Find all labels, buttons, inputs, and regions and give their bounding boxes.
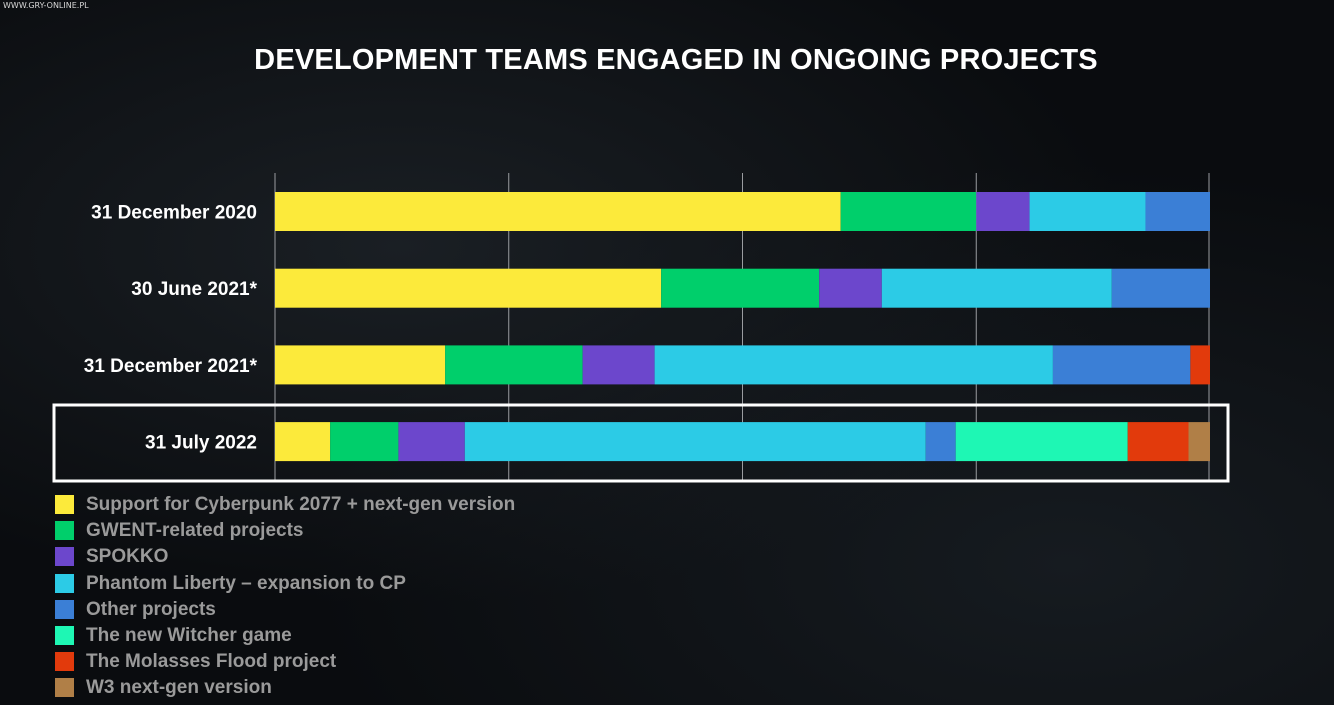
watermark: WWW.GRY-ONLINE.PL [3, 1, 89, 10]
category-label: 30 June 2021* [131, 279, 257, 300]
bar-segment-c3-s0 [275, 422, 331, 462]
legend-swatch [55, 625, 74, 645]
category-labels: 31 December 2020 30 June 2021* 31 December… [84, 203, 258, 454]
legend-label: The Molasses Flood project [86, 651, 337, 673]
bar-segment-c1-s2 [819, 268, 882, 308]
bar-segment-c3-s4 [925, 422, 956, 462]
bar-segment-c0-s3 [1029, 192, 1146, 231]
bar-segment-c3-s5 [955, 422, 1128, 462]
category-label: 31 December 2020 [91, 203, 257, 224]
bar-segment-c0-s4 [1145, 192, 1210, 231]
chart-title: DEVELOPMENT TEAMS ENGAGED IN ONGOING PRO… [254, 44, 1098, 76]
bar-segment-c1-s1 [661, 268, 820, 308]
legend-swatch [55, 652, 74, 672]
bar-segment-c0-s1 [840, 192, 977, 231]
category-label: 31 December 2021* [84, 356, 258, 377]
bar-segment-c3-s3 [464, 422, 926, 462]
bar-segment-c0-s2 [976, 192, 1030, 231]
legend-label: Support for Cyberpunk 2077 + next-gen ve… [86, 494, 516, 515]
legend-swatch [55, 573, 74, 593]
legend-swatch [55, 678, 74, 698]
bar-segment-c1-s0 [275, 268, 662, 308]
bar-segment-c0-s0 [275, 192, 841, 231]
legend-swatch [55, 599, 74, 619]
highlight-frame [52, 403, 1230, 483]
bar-segment-c2-s6 [1190, 345, 1210, 385]
bar-segment-c1-s3 [881, 268, 1112, 308]
bar-segment-c2-s4 [1052, 345, 1191, 385]
legend-swatch [55, 495, 74, 514]
bar-segment-c3-s7 [1188, 422, 1210, 462]
legend-swatch [55, 547, 74, 567]
legend-label: W3 next-gen version [86, 677, 272, 699]
bar-segment-c3-s1 [330, 422, 399, 462]
bar-segment-c2-s1 [445, 345, 583, 385]
bar-segment-c2-s3 [654, 345, 1053, 385]
bar-segment-c2-s0 [275, 345, 446, 385]
legend-label: Phantom Liberty – expansion to CP [86, 572, 406, 594]
legend-swatch [55, 521, 74, 541]
bar-segment-c2-s2 [582, 345, 655, 385]
bar-segment-c3-s6 [1127, 422, 1189, 462]
legend-label: The new Witcher game [86, 624, 292, 646]
bars [275, 192, 1210, 462]
category-label: 31 July 2022 [145, 433, 257, 454]
legend-label: GWENT-related projects [86, 520, 304, 542]
bar-segment-c3-s2 [398, 422, 465, 462]
bar-segment-c1-s4 [1111, 268, 1210, 308]
legend-label: SPOKKO [86, 546, 169, 568]
legend-label: Other projects [86, 598, 216, 620]
